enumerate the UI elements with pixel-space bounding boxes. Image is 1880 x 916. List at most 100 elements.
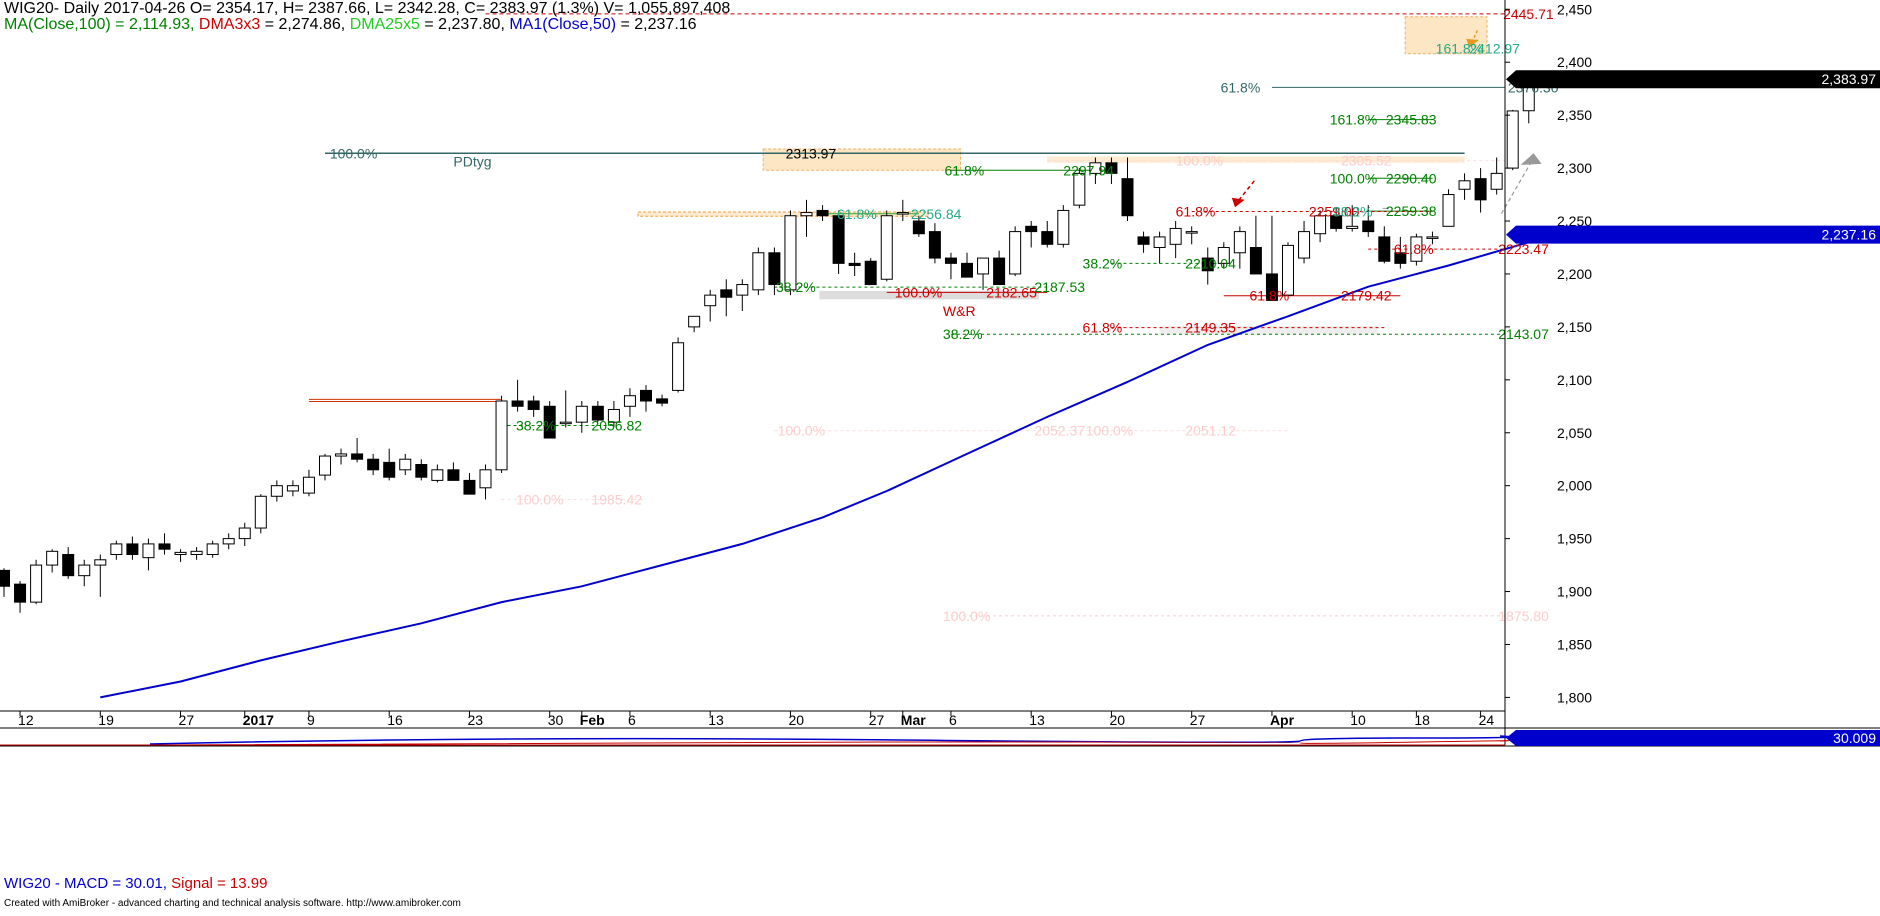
zone-1 xyxy=(762,148,962,171)
candle-54 xyxy=(864,258,877,286)
legend-part-2: = 2,274.86, xyxy=(260,16,350,33)
candle-81 xyxy=(1298,221,1311,264)
level-label-28: 100.0% xyxy=(895,284,942,300)
candle-body-up xyxy=(319,455,331,476)
candle-body-down xyxy=(1041,231,1054,245)
y-tick-label-9: 2,250 xyxy=(1557,213,1592,229)
candle-body-up xyxy=(1458,180,1471,190)
candle-body-down xyxy=(720,289,733,298)
candle-body-up xyxy=(78,564,91,577)
candle-48 xyxy=(768,247,781,296)
candle-body-up xyxy=(1057,209,1070,245)
candle-body-up xyxy=(30,564,43,603)
level-label-33: 61.8% xyxy=(1083,320,1123,336)
candle-29 xyxy=(463,472,476,495)
zone-4 xyxy=(819,290,1040,300)
candle-body-down xyxy=(656,398,669,404)
candle-66 xyxy=(1057,205,1070,248)
candle-78 xyxy=(1249,215,1262,275)
candle-body-down xyxy=(1249,246,1262,275)
candle-body-down xyxy=(1330,215,1343,229)
candle-34 xyxy=(543,400,556,439)
legend-part-0: MA(Close,100) = 2,114.93, xyxy=(4,16,199,33)
candle-13 xyxy=(206,540,219,558)
level-label-43: 100.0% xyxy=(516,491,563,507)
y-tick-label-3: 1,950 xyxy=(1557,531,1592,547)
candle-20 xyxy=(319,453,331,481)
candle-body-up xyxy=(1185,231,1198,234)
ma50-line xyxy=(100,233,1546,699)
candle-body-down xyxy=(14,583,27,603)
x-tick-label-5: 16 xyxy=(387,712,403,728)
candle-body-up xyxy=(94,559,107,566)
candle-24 xyxy=(383,448,396,481)
projection-arrow-line xyxy=(1500,160,1533,214)
candle-3 xyxy=(46,549,59,573)
candle-body-up xyxy=(800,212,813,217)
candle-body-down xyxy=(1265,273,1278,301)
candle-body-down xyxy=(351,453,364,460)
candle-63 xyxy=(1009,226,1022,277)
candle-body-up xyxy=(736,284,749,296)
level-label-3: 61.8% xyxy=(1221,79,1261,95)
candle-body-up xyxy=(479,469,492,489)
macd-value-tag-bg xyxy=(1506,730,1880,746)
candle-74 xyxy=(1185,226,1198,245)
x-tick-label-3: 2017 xyxy=(243,712,274,728)
y-tick-label-2: 1,900 xyxy=(1557,584,1592,600)
candle-90 xyxy=(1442,189,1455,227)
candle-body-up xyxy=(302,476,315,494)
x-tick-label-0: 12 xyxy=(18,712,34,728)
last-price-tag-text: 2,383.97 xyxy=(1822,71,1877,87)
level-label-41: 100.0% xyxy=(1086,423,1133,439)
level-label-17: 2256.84 xyxy=(911,206,962,222)
candle-body-up xyxy=(1169,227,1182,245)
candle-body-down xyxy=(961,262,973,278)
level-label-19: 2259.00 xyxy=(1309,203,1360,219)
macd-value-tag-text: 30.009 xyxy=(1833,730,1876,746)
candle-9 xyxy=(142,538,155,571)
level-label-14: 100.0% xyxy=(1176,153,1223,169)
y-tick-label-10: 2,300 xyxy=(1557,160,1592,176)
candle-body-down xyxy=(1025,225,1038,233)
candle-43 xyxy=(688,315,701,333)
candle-body-down xyxy=(1394,252,1407,264)
candle-body-down xyxy=(1105,162,1118,174)
x-tick-label-11: 20 xyxy=(788,712,804,728)
candle-64 xyxy=(1025,221,1038,248)
candle-65 xyxy=(1041,221,1054,248)
level-label-35: 38.2% xyxy=(943,326,983,342)
candle-1 xyxy=(14,580,27,613)
candle-60 xyxy=(961,252,973,278)
candle-85 xyxy=(1362,205,1375,237)
candle-36 xyxy=(575,400,588,433)
candle-91 xyxy=(1458,173,1471,200)
level-label-25: 2210.04 xyxy=(1185,255,1236,271)
level-label-37: 38.2% xyxy=(516,418,556,434)
candle-27 xyxy=(431,464,444,483)
candle-14 xyxy=(222,533,235,550)
candle-41 xyxy=(656,394,669,407)
candle-80 xyxy=(1282,242,1294,296)
candle-body-up xyxy=(222,538,235,545)
candle-67 xyxy=(1073,168,1086,209)
candle-body-up xyxy=(238,527,251,540)
candle-body-up xyxy=(190,550,203,555)
level-labels: 2445.71161.8%2412.9761.8%2376.30161.8%23… xyxy=(330,6,1559,624)
candle-body-up xyxy=(1073,172,1086,206)
candle-22 xyxy=(351,438,364,463)
ma-value-tag-bg xyxy=(1506,225,1880,244)
signal-arrow-head xyxy=(1231,197,1245,208)
candle-70 xyxy=(1121,157,1134,222)
candle-10 xyxy=(158,533,171,555)
macd-value-tag: 30.009 xyxy=(1506,730,1880,746)
candle-53 xyxy=(848,252,861,277)
level-label-24: 38.2% xyxy=(1083,255,1123,271)
candle-body-up xyxy=(495,400,508,471)
candle-body-up xyxy=(254,495,267,529)
candle-58 xyxy=(928,223,941,264)
y-tick-label-12: 2,400 xyxy=(1557,54,1592,70)
candle-4 xyxy=(62,547,75,579)
zone-0 xyxy=(1404,16,1488,55)
candle-44 xyxy=(704,289,717,322)
